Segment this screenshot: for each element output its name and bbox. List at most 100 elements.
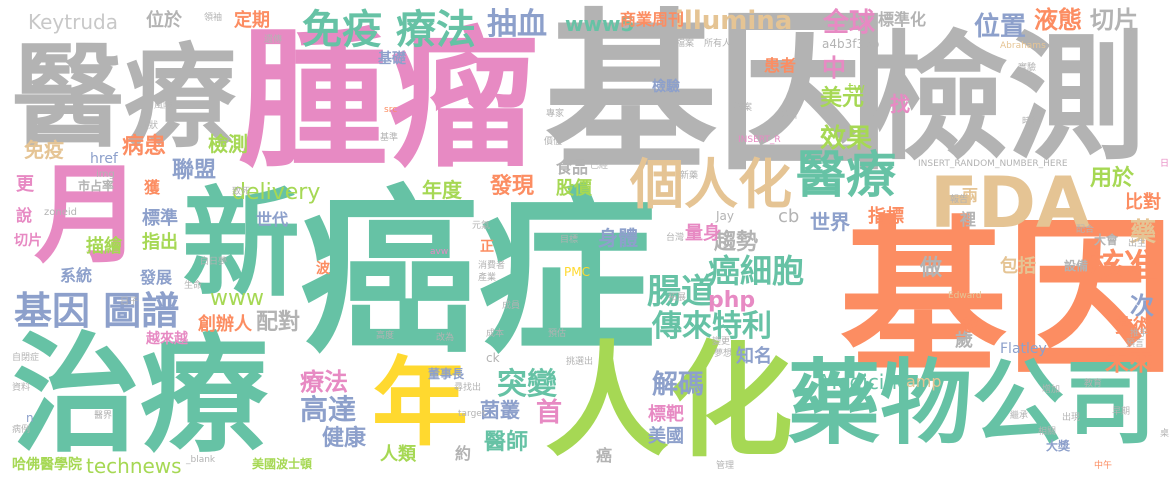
- word-shou: 首: [536, 398, 563, 428]
- word-ri: 日: [1160, 159, 1170, 169]
- word-yongyu: 用於: [1090, 166, 1135, 191]
- word-jiance-small: 檢測: [208, 132, 248, 156]
- word-gujia: 股價: [556, 178, 592, 199]
- word-insert-r: INSERT_R: [738, 135, 781, 145]
- word-gaiwei: 改為: [436, 333, 455, 343]
- word-edward: Edward: [948, 291, 982, 301]
- word-meiyuan: 美元: [820, 86, 865, 111]
- word-biaozhunhua: 標準化: [878, 10, 927, 29]
- word-jiyin-top: 基因: [545, 0, 889, 194]
- word-yuelaiyue: 越來越: [146, 331, 188, 347]
- word-dingqi: 定期: [234, 10, 270, 31]
- word-shuo: 說: [16, 206, 33, 225]
- word-yue: 月: [34, 153, 143, 278]
- word-geng: 更: [16, 174, 34, 195]
- word-xitong: 系統: [60, 266, 93, 285]
- word-ai-xibao: 癌細胞: [708, 252, 805, 290]
- word-biaoba: 標靶: [648, 404, 684, 425]
- word-yishi: 醫師: [484, 430, 529, 455]
- word-zhongliu: 腫瘤: [238, 14, 539, 188]
- word-jieme: 解碼: [652, 370, 705, 400]
- word-zhuanjia: 專家: [546, 109, 565, 119]
- word-zhong: 中: [822, 54, 846, 82]
- word-weizhi: 位置: [974, 12, 1027, 42]
- word-baokuo: 包括: [1000, 256, 1036, 277]
- word-bo: 波: [316, 261, 330, 277]
- word-href: href: [90, 151, 118, 167]
- word-ai-small: 癌: [596, 446, 613, 465]
- word-shangye: 商業周刊: [620, 10, 685, 29]
- word-chang-dao: 腸道: [647, 272, 715, 312]
- word-huo: 獲: [144, 178, 161, 197]
- word-weilai: 未來: [1105, 348, 1153, 376]
- word-shebei: 設備: [1064, 259, 1089, 273]
- word-www: www: [210, 286, 264, 311]
- word-zaoqi: 早期: [1112, 407, 1131, 417]
- word-shiyan: 實驗: [1018, 63, 1037, 73]
- word-blank: _blank: [186, 455, 216, 465]
- word-zuo: 做: [920, 256, 943, 281]
- word-fazhan: 發展: [140, 268, 173, 287]
- word-a4b: a4b3f35b: [822, 37, 880, 51]
- word-liangshen: 量身: [685, 223, 721, 244]
- word-shipin-small: 時鐘: [1022, 117, 1041, 127]
- word-hezhun: 核准: [1090, 247, 1158, 287]
- word-jiyin-small1: 基準: [380, 133, 399, 143]
- word-php: php: [708, 288, 756, 313]
- word-faxian: 發現: [490, 174, 535, 199]
- word-suoyouren: 所有人: [704, 39, 732, 49]
- word-chuxian: 出現: [1062, 413, 1081, 423]
- word-yao: 藥: [1130, 218, 1157, 248]
- word-avw: avw: [430, 247, 449, 257]
- word-boshidun: 美國波士頓: [252, 457, 313, 471]
- word-illumina: illumina: [675, 6, 793, 36]
- word-liang: 兩: [962, 186, 979, 205]
- word-abrahams: Abrahams: [1000, 41, 1046, 51]
- word-dajiang: 大獎: [1046, 439, 1071, 453]
- word-mengxiang: 夢想: [714, 349, 733, 359]
- word-zoneid: zoneid: [44, 207, 77, 218]
- word-xiangguan: 相關: [1038, 427, 1057, 437]
- word-technews: technews: [86, 454, 182, 478]
- word-li: 裡: [960, 210, 977, 229]
- word-zhichu: 指出: [142, 232, 178, 253]
- word-niandu: 年度: [422, 178, 462, 202]
- word-n: n: [26, 411, 34, 425]
- word-shidai: 世代: [256, 210, 289, 229]
- word-jiance: 檢測: [870, 18, 1147, 179]
- word-zhuangtai: 症狀: [140, 121, 159, 131]
- word-yiliao-top: 醫療: [12, 33, 236, 163]
- word-xiaochi: 遺傳: [264, 35, 283, 45]
- word-dahui: 大會: [1094, 233, 1119, 247]
- word-zhao: 找: [890, 92, 910, 116]
- word-yue-small: 約: [455, 444, 472, 463]
- word-ren-hua: 人化: [545, 330, 794, 474]
- word-xin: 新: [182, 175, 301, 313]
- word-zibizheng: 自閉症: [12, 353, 40, 363]
- word-shenti: 身體: [598, 226, 638, 250]
- word-jiaoyu: 教育: [1084, 379, 1103, 389]
- word-flatley: Flatley: [1000, 341, 1047, 357]
- word-shichang: 市占率: [78, 179, 115, 193]
- word-shengming: 生命: [184, 281, 203, 291]
- word-lianmeng: 聯盟: [172, 158, 217, 183]
- word-erzi: 日子: [120, 297, 139, 307]
- word-yiliao-mid: 醫療: [796, 146, 896, 204]
- word-bingren: 病患: [122, 134, 167, 159]
- word-qiepian-top: 切片: [1090, 6, 1138, 34]
- word-img: img: [96, 169, 115, 180]
- word-zhiliao: 治療: [12, 321, 269, 470]
- word-yucuo: 預言: [1126, 339, 1145, 349]
- word-yetai: 液態: [1034, 6, 1082, 34]
- word-tuozhan: 拓展: [668, 293, 687, 303]
- word-www5: www5: [565, 12, 635, 36]
- word-daan: 答案: [734, 103, 753, 113]
- word-chuanlai-teli: 傳來特利: [652, 309, 772, 344]
- word-jichu: 基礎: [378, 51, 406, 67]
- word-bingli: 病例: [12, 425, 31, 435]
- word-liaofa-small: 療法: [300, 368, 348, 396]
- word-chengben: 成本: [486, 329, 505, 339]
- word-choubing: 抽血: [487, 7, 547, 42]
- word-src: src: [384, 105, 398, 115]
